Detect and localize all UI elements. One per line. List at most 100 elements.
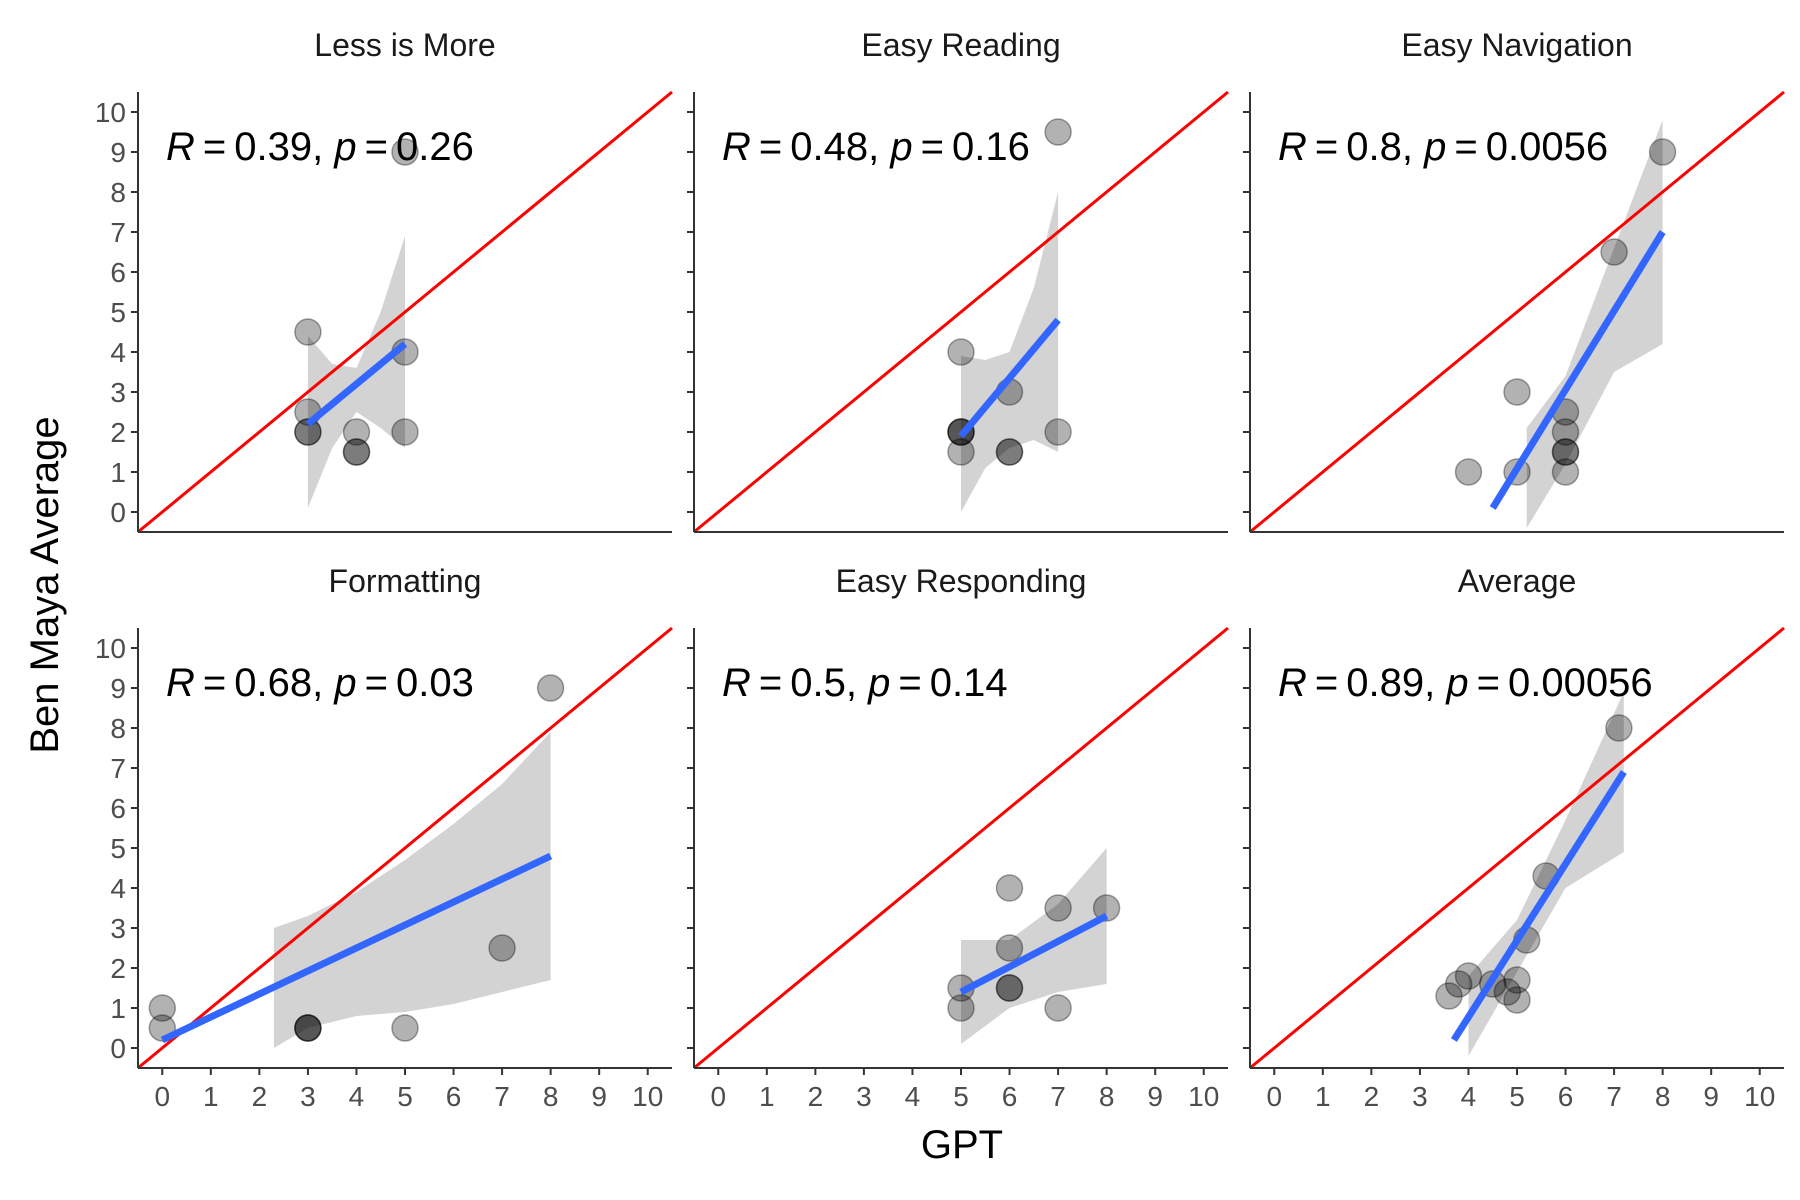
identity-line (137, 626, 673, 1070)
x-tick-label: 1 (759, 1081, 775, 1112)
data-point (995, 438, 1024, 466)
y-tick-label: 5 (110, 297, 126, 328)
y-tick-label: 0 (110, 1033, 126, 1064)
identity-line (137, 90, 673, 534)
y-tick-label: 0 (110, 497, 126, 528)
y-tick-label: 7 (110, 217, 126, 248)
panel-title: Easy Reading (861, 27, 1060, 63)
data-point (391, 1014, 419, 1042)
data-point (1454, 962, 1483, 990)
y-tick-label: 3 (110, 913, 126, 944)
x-tick-label: 10 (1744, 1081, 1775, 1112)
data-point (995, 974, 1024, 1002)
y-tick-label: 1 (110, 457, 126, 488)
y-tick-label: 3 (110, 377, 126, 408)
data-point (294, 418, 322, 446)
y-tick-label: 4 (110, 873, 126, 904)
x-tick-label: 1 (203, 1081, 219, 1112)
x-axis-title: GPT (921, 1123, 1003, 1167)
x-tick-label: 8 (1655, 1081, 1671, 1112)
data-point (1551, 418, 1580, 446)
data-point (1503, 378, 1531, 406)
x-tick-label: 4 (905, 1081, 921, 1112)
x-tick-label: 6 (1002, 1081, 1018, 1112)
confidence-band (307, 236, 405, 508)
y-tick-label: 2 (110, 953, 126, 984)
x-tick-label: 8 (543, 1081, 559, 1112)
data-point (1435, 982, 1463, 1010)
x-tick-label: 7 (1606, 1081, 1622, 1112)
panel: Less is More R = 0.39, p = 0.26 0 1 2 3 4 5 6 7 8 9… (95, 27, 673, 534)
regression-line (1489, 230, 1666, 510)
panel-title: Average (1458, 563, 1577, 599)
data-point (1444, 970, 1473, 998)
data-point (148, 994, 177, 1022)
data-point (1044, 118, 1072, 146)
x-tick-label: 5 (1509, 1081, 1525, 1112)
regression-line (1450, 770, 1627, 1042)
x-tick-label: 6 (1558, 1081, 1574, 1112)
x-tick-label: 4 (349, 1081, 365, 1112)
confidence-band (961, 848, 1107, 1044)
data-point (488, 934, 516, 962)
panel-title: Less is More (314, 27, 495, 63)
x-tick-label: 7 (494, 1081, 510, 1112)
x-tick-label: 1 (1315, 1081, 1331, 1112)
data-point (995, 934, 1024, 962)
panel: Easy Navigation R = 0.8, p = 0.0056 (1243, 27, 1785, 534)
y-axis-title: Ben Maya Average (23, 416, 67, 753)
identity-line (1249, 90, 1785, 534)
data-point (391, 418, 419, 446)
data-point (342, 438, 371, 466)
x-tick-label: 0 (154, 1081, 170, 1112)
data-point (391, 138, 419, 166)
data-point (1454, 458, 1483, 486)
x-tick-label: 8 (1099, 1081, 1115, 1112)
y-tick-label: 1 (110, 993, 126, 1024)
data-point (1600, 238, 1628, 266)
data-point (947, 338, 975, 366)
x-tick-label: 7 (1050, 1081, 1066, 1112)
y-tick-label: 8 (110, 177, 126, 208)
data-point (1551, 438, 1580, 466)
y-tick-label: 10 (95, 97, 126, 128)
identity-line (1249, 626, 1785, 1070)
data-point (1044, 418, 1072, 446)
data-point (294, 1014, 322, 1042)
data-point (1551, 458, 1580, 486)
data-point (995, 874, 1024, 902)
x-tick-label: 10 (1188, 1081, 1219, 1112)
correlation-label: R = 0.68, p = 0.03 (166, 661, 474, 705)
data-point (1493, 978, 1522, 1006)
y-tick-label: 9 (110, 137, 126, 168)
x-tick-label: 0 (710, 1081, 726, 1112)
data-point (1044, 994, 1072, 1022)
panel-title: Easy Responding (836, 563, 1087, 599)
panel: Easy Reading R = 0.48, p = 0.16 (687, 27, 1229, 534)
x-tick-label: 3 (300, 1081, 316, 1112)
x-tick-label: 3 (856, 1081, 872, 1112)
panels: Less is More R = 0.39, p = 0.26 0 1 2 3 4 5 6 7 8 9… (95, 27, 1785, 1112)
data-point (1092, 894, 1121, 922)
x-tick-label: 5 (397, 1081, 413, 1112)
data-point (342, 438, 371, 466)
y-tick-label: 7 (110, 753, 126, 784)
correlation-label: R = 0.48, p = 0.16 (722, 125, 1030, 169)
regression-line (959, 912, 1109, 996)
x-tick-label: 5 (953, 1081, 969, 1112)
x-tick-label: 2 (808, 1081, 824, 1112)
data-point (294, 1014, 322, 1042)
identity-line (693, 626, 1229, 1070)
confidence-band (1526, 120, 1663, 528)
data-point (342, 418, 371, 446)
data-point (1605, 714, 1633, 742)
correlation-label: R = 0.39, p = 0.26 (166, 125, 474, 169)
y-tick-label: 6 (110, 793, 126, 824)
panel: Average R = 0.89, p = 0.00056 0 1 2 3 4 5 6 7 8 9 10 (1243, 563, 1785, 1112)
y-tick-label: 6 (110, 257, 126, 288)
panel: Easy Responding R = 0.5, p = 0.14 0 1 2 3 4 5 6 7… (687, 563, 1229, 1112)
data-point (294, 1014, 322, 1042)
x-tick-label: 9 (591, 1081, 607, 1112)
y-tick-label: 9 (110, 673, 126, 704)
